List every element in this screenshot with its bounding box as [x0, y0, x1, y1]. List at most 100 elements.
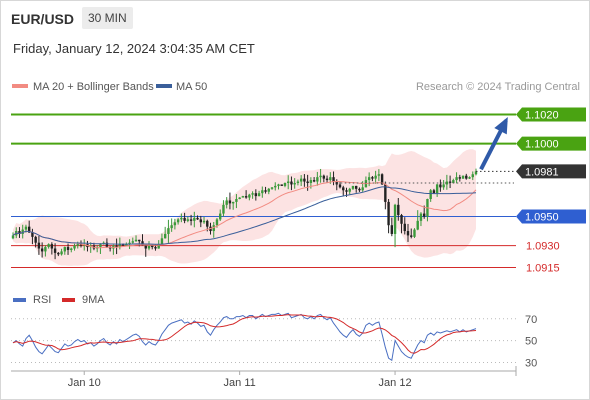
- candle: [267, 187, 270, 195]
- candle: [73, 243, 76, 251]
- candle-body: [248, 194, 251, 198]
- candle: [371, 176, 374, 182]
- candle: [63, 246, 67, 255]
- candle-body: [24, 226, 28, 230]
- candle: [251, 191, 254, 199]
- candle-body: [118, 244, 122, 248]
- candle-body: [60, 251, 63, 255]
- x-tick-label: Jan 11: [224, 377, 256, 389]
- candle-body: [400, 215, 403, 224]
- candle: [348, 187, 351, 195]
- candle: [419, 212, 423, 227]
- candle-body: [173, 222, 177, 226]
- candle-body: [303, 178, 306, 182]
- candle-body: [79, 244, 83, 246]
- ma50-line: [12, 186, 477, 245]
- candle-body: [309, 180, 313, 183]
- candle-body: [76, 244, 79, 246]
- candle: [319, 168, 322, 183]
- candle: [293, 178, 296, 189]
- candle: [410, 228, 413, 239]
- candle: [37, 235, 41, 255]
- candle-body: [131, 241, 134, 243]
- candle: [176, 218, 180, 225]
- candle: [235, 194, 238, 209]
- candle: [105, 238, 109, 249]
- candle: [212, 221, 215, 238]
- timeframe-badge[interactable]: 30 MIN: [82, 7, 133, 29]
- candle: [361, 181, 364, 192]
- bollinger-band-fill: [13, 149, 476, 266]
- candle-body: [429, 190, 432, 200]
- candle: [222, 200, 225, 217]
- candle: [448, 175, 452, 189]
- candle-body: [380, 174, 384, 185]
- candle: [468, 176, 471, 179]
- candle: [280, 184, 283, 186]
- candle: [180, 213, 183, 223]
- candle: [439, 179, 442, 192]
- candle: [202, 216, 206, 224]
- candle: [358, 187, 361, 192]
- candle-body: [358, 188, 361, 191]
- candle: [257, 190, 261, 197]
- candle-body: [261, 190, 264, 194]
- candle-body: [299, 178, 303, 182]
- candle: [277, 183, 280, 190]
- legend-label-9ma: 9MA: [82, 294, 105, 306]
- candle: [400, 213, 403, 234]
- candle-body: [267, 188, 270, 192]
- candle-body: [147, 245, 151, 249]
- candle: [231, 201, 235, 210]
- candle-body: [238, 197, 241, 200]
- candle-body: [332, 177, 335, 182]
- x-axis: Jan 10 Jan 11 Jan 12: [11, 366, 517, 389]
- candle-body: [374, 175, 377, 179]
- candle: [118, 237, 122, 250]
- current-price-label: 1.0981: [525, 166, 559, 178]
- level-label-1.0915: 1.0915: [526, 262, 560, 274]
- candle-body: [403, 223, 406, 232]
- candle-body: [176, 219, 180, 223]
- candle-body: [410, 235, 413, 237]
- candle-body: [222, 204, 225, 214]
- candle: [170, 218, 173, 232]
- candle-body: [338, 184, 342, 188]
- candle-body: [157, 244, 160, 249]
- candle-body: [244, 196, 248, 198]
- level-tag-1.1000: [516, 136, 586, 151]
- legend-swatch-ma50: [156, 84, 172, 88]
- candle: [31, 228, 34, 245]
- candle: [403, 217, 406, 235]
- candle-body: [193, 217, 196, 221]
- candle-body: [416, 220, 419, 230]
- candle: [53, 243, 57, 260]
- candle: [471, 171, 474, 181]
- legend-label-rsi: RSI: [33, 294, 51, 306]
- research-credit: Research © 2024 Trading Central: [416, 81, 580, 93]
- candle: [115, 238, 118, 255]
- candle: [465, 173, 468, 180]
- candle: [474, 168, 478, 176]
- rsi-tick-50: 50: [525, 336, 537, 348]
- candle: [167, 219, 170, 244]
- candle: [413, 228, 416, 239]
- candle: [322, 174, 326, 183]
- candle: [261, 186, 264, 198]
- candle-body: [280, 184, 283, 186]
- candle-body: [290, 181, 293, 185]
- candle: [183, 212, 186, 224]
- candle-body: [355, 185, 358, 189]
- legend-swatch-9ma: [62, 298, 75, 302]
- candle: [44, 245, 47, 257]
- candle-body: [419, 213, 423, 221]
- candle: [455, 172, 458, 184]
- x-tick-label: Jan 10: [68, 377, 101, 389]
- candle: [244, 190, 248, 199]
- candle: [248, 193, 251, 201]
- candle: [193, 211, 196, 228]
- candle: [342, 185, 345, 197]
- candle: [303, 174, 306, 187]
- candle-body: [322, 175, 326, 179]
- candle: [316, 171, 319, 186]
